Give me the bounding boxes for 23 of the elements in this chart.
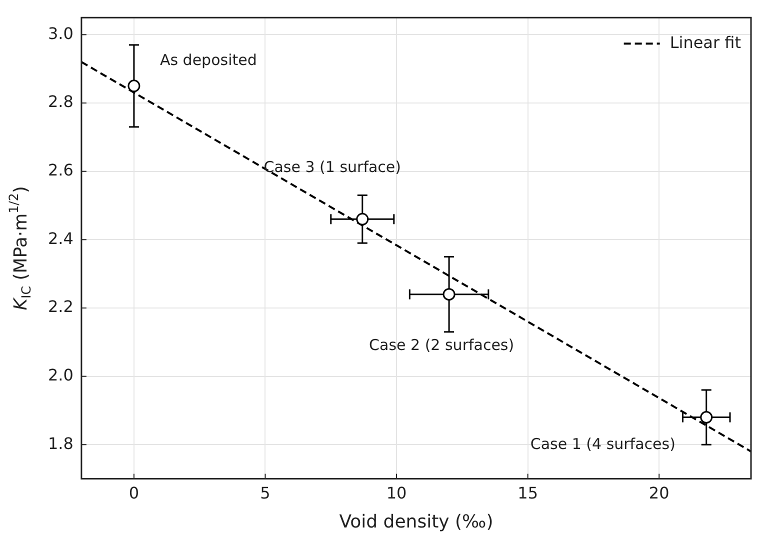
y-tick-label: 2.2 xyxy=(48,297,74,316)
x-tick-label: 10 xyxy=(386,484,407,503)
point xyxy=(356,212,369,226)
point xyxy=(442,288,456,301)
point xyxy=(700,411,713,424)
x-axis-title: Void density (‰) xyxy=(339,511,494,532)
annotation: Case 2 (2 surfaces) xyxy=(369,336,514,354)
x-tick-label: 0 xyxy=(128,484,140,503)
x-tick-label: 5 xyxy=(260,484,270,503)
y-tick-label: 2.0 xyxy=(48,365,74,384)
point xyxy=(128,80,140,92)
legend-label: Linear fit xyxy=(670,32,742,52)
x-tick-label: 15 xyxy=(518,484,538,503)
y-tick-label: 2.4 xyxy=(48,228,74,248)
y-tick-label: 1.8 xyxy=(48,434,74,453)
x-tick-label: 20 xyxy=(648,484,670,503)
annotation: Case 3 (1 surface) xyxy=(264,158,402,176)
annotation: As deposited xyxy=(160,50,257,69)
annotation: Case 1 (4 surfaces) xyxy=(530,435,676,454)
y-tick-label: 3.0 xyxy=(48,24,74,43)
y-tick-label: 2.8 xyxy=(48,92,74,112)
y-axis-title: KIC (MPa·m1/2) xyxy=(6,186,34,310)
y-tick-label: 2.6 xyxy=(48,160,74,180)
